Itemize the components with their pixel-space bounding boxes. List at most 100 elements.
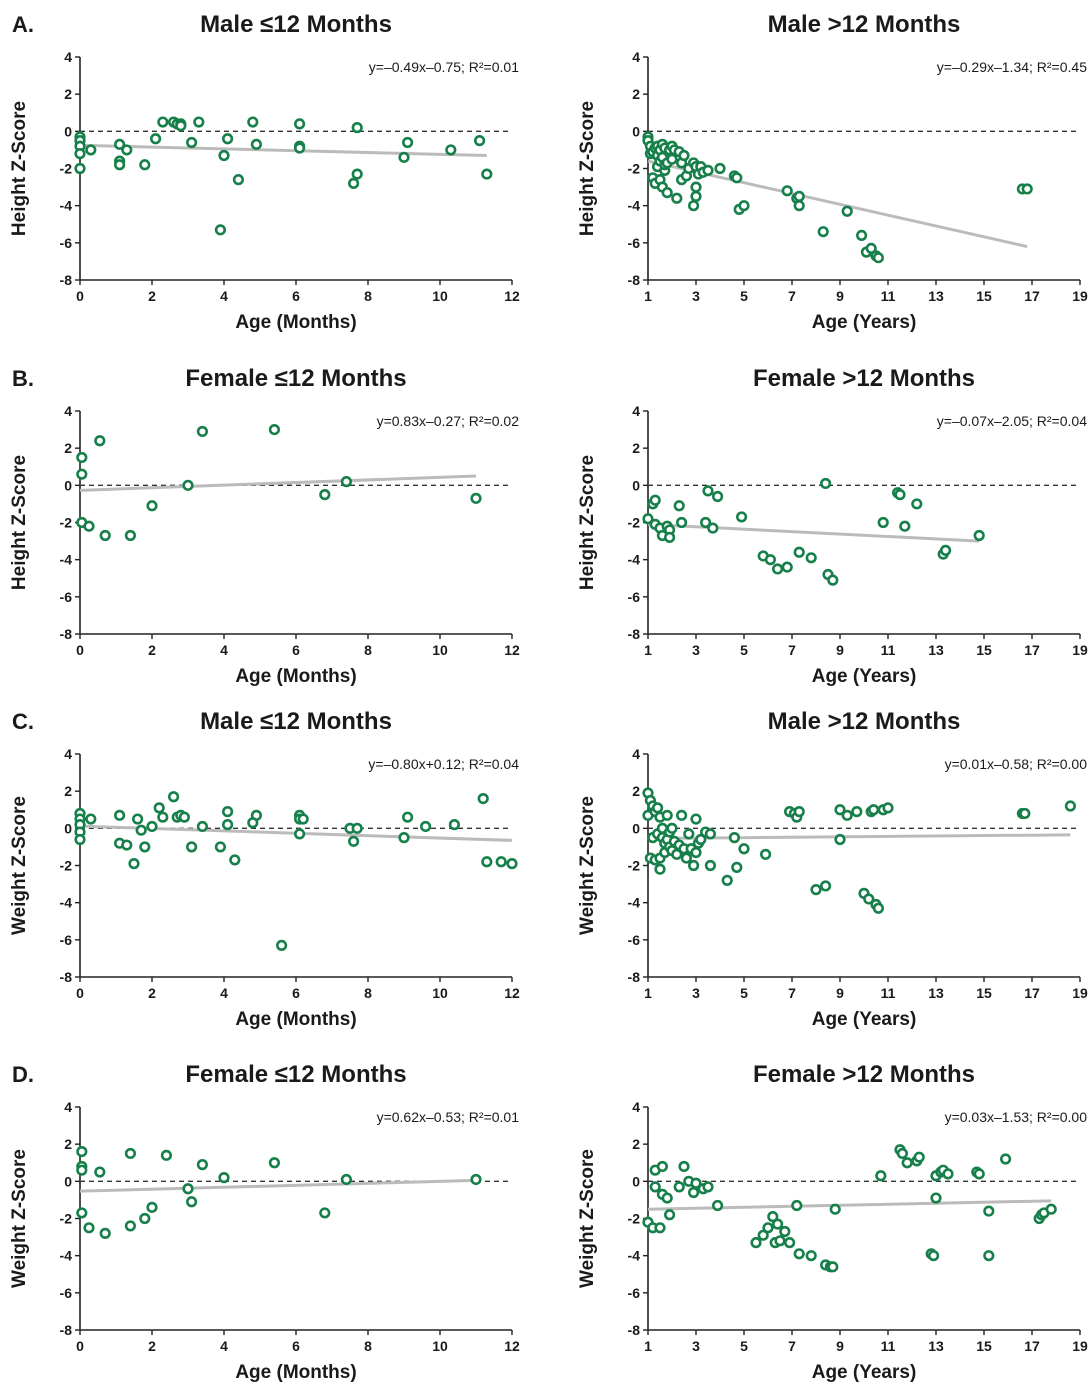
data-point <box>186 841 198 853</box>
y-tick-label: 0 <box>632 477 640 493</box>
y-tick-label: 2 <box>632 783 640 799</box>
data-point <box>771 1218 784 1230</box>
x-tick-label: 4 <box>220 1338 228 1354</box>
y-tick-label: 2 <box>632 440 640 456</box>
y-tick-label: -2 <box>628 161 641 177</box>
data-point <box>911 498 923 510</box>
data-point <box>121 839 133 851</box>
trend-line <box>647 159 1028 249</box>
y-axis-label: Height Z-Score <box>577 101 598 236</box>
data-point <box>398 832 410 844</box>
data-point <box>222 133 234 145</box>
data-point <box>690 846 702 859</box>
data-point <box>771 563 784 575</box>
data-point <box>319 1207 331 1219</box>
data-point <box>661 187 673 199</box>
chart-title: Female ≤12 Months <box>185 365 406 392</box>
x-axis-label: Age (Years) <box>812 666 917 687</box>
data-point <box>481 856 493 868</box>
x-tick-label: 19 <box>1072 642 1088 658</box>
data-point <box>153 802 165 814</box>
data-point <box>721 874 733 886</box>
data-point <box>214 841 226 853</box>
data-point <box>764 554 777 566</box>
data-point <box>319 489 331 501</box>
y-axis-label: Weight Z-Score <box>9 796 30 935</box>
data-point <box>398 151 410 163</box>
data-point <box>402 811 414 823</box>
y-tick-label: 2 <box>64 783 72 799</box>
x-tick-label: 9 <box>836 985 844 1001</box>
trend-line <box>647 833 1071 841</box>
x-tick-label: 1 <box>644 985 652 1001</box>
data-point <box>750 1237 762 1249</box>
chart-title: Male ≤12 Months <box>200 708 392 735</box>
data-point <box>124 529 136 542</box>
x-tick-label: 13 <box>928 288 944 304</box>
data-point <box>687 200 700 212</box>
data-point <box>704 859 717 872</box>
data-point <box>474 135 486 147</box>
x-tick-label: 6 <box>292 1338 300 1354</box>
data-point <box>139 159 151 171</box>
y-tick-label: -2 <box>628 858 641 874</box>
data-point <box>673 500 685 512</box>
row-label-d: D. <box>12 1062 34 1087</box>
y-axis-label: Weight Z-Score <box>9 1149 30 1288</box>
data-point <box>683 828 695 840</box>
x-tick-label: 4 <box>220 288 228 304</box>
data-point <box>651 802 664 814</box>
x-tick-label: 19 <box>1072 1338 1088 1354</box>
x-tick-label: 15 <box>976 642 992 658</box>
data-point <box>793 806 805 818</box>
data-point <box>99 1227 111 1239</box>
data-point <box>193 116 205 128</box>
data-point <box>759 848 772 860</box>
x-tick-label: 3 <box>692 642 700 658</box>
data-point <box>1021 183 1033 195</box>
data-point <box>983 1205 995 1217</box>
data-point <box>781 561 793 573</box>
y-tick-label: 4 <box>632 746 640 762</box>
data-point <box>855 229 868 241</box>
data-point <box>810 884 822 896</box>
data-point <box>819 477 832 490</box>
data-point <box>85 144 97 156</box>
x-axis-label: Age (Months) <box>235 312 356 333</box>
x-tick-label: 7 <box>788 1338 796 1354</box>
x-tick-label: 11 <box>881 288 896 304</box>
y-tick-label: 4 <box>632 49 640 65</box>
data-point <box>661 1192 673 1204</box>
x-tick-label: 12 <box>504 288 520 304</box>
x-tick-label: 17 <box>1024 985 1040 1001</box>
data-point <box>695 833 707 846</box>
y-tick-label: -6 <box>628 235 641 251</box>
x-tick-label: 0 <box>76 1338 84 1354</box>
data-point <box>781 185 793 197</box>
data-point <box>113 809 126 821</box>
data-point <box>714 162 726 175</box>
data-point <box>477 792 489 805</box>
data-point <box>899 520 911 532</box>
data-point <box>882 802 894 814</box>
data-point <box>402 136 414 149</box>
data-point <box>124 1147 136 1160</box>
data-point <box>678 149 690 162</box>
x-tick-label: 10 <box>432 985 448 1001</box>
y-tick-label: -2 <box>60 515 73 531</box>
data-point <box>666 153 678 165</box>
data-point <box>175 120 187 132</box>
data-point <box>735 511 748 523</box>
data-point <box>865 242 877 255</box>
data-point <box>351 168 363 180</box>
y-axis-label: Height Z-Score <box>577 455 598 590</box>
data-point <box>94 435 106 447</box>
data-point <box>913 1151 925 1163</box>
data-point <box>894 489 906 501</box>
y-tick-label: 2 <box>632 1136 640 1152</box>
data-point <box>707 522 719 534</box>
data-point <box>690 190 702 202</box>
x-tick-label: 13 <box>928 642 944 658</box>
data-point <box>150 133 162 145</box>
